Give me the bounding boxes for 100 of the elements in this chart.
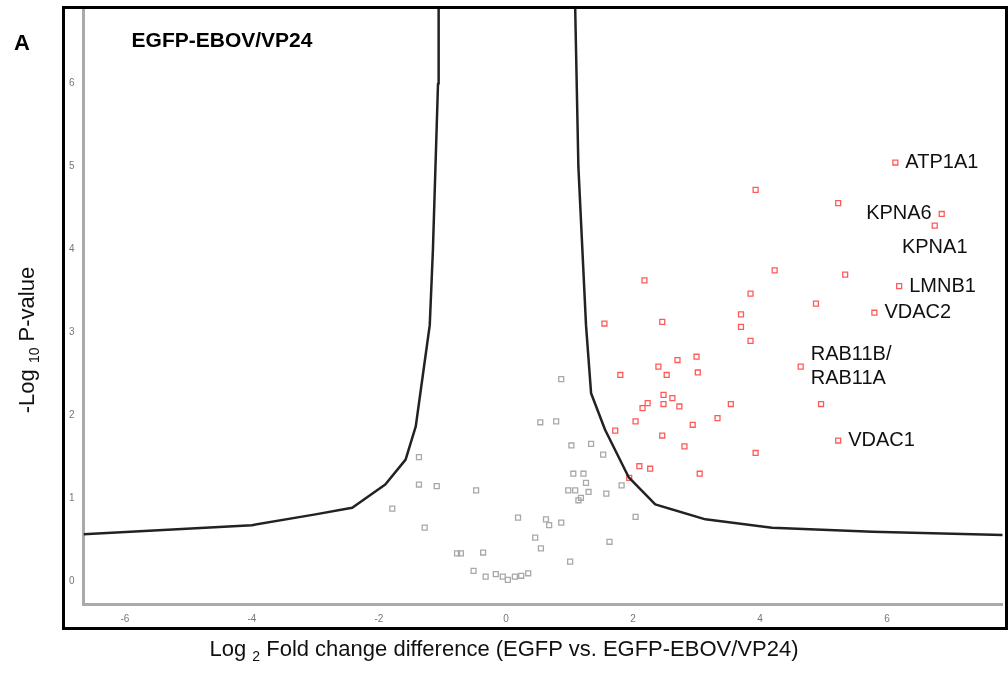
point [659,432,666,439]
annotation: KPNA6 [866,201,932,224]
x-axis-title: Log $_{2}$ Fold change difference (EGFP vs. EGFP-EBOV/VP24) [208,636,800,665]
y-tick-label: 4 [69,243,75,255]
point [737,311,745,318]
point [644,400,651,407]
point [752,449,759,457]
point [660,400,667,408]
point [632,418,639,425]
point [663,371,670,379]
point [572,487,579,494]
point [676,403,683,410]
point [532,534,539,541]
point [681,443,688,450]
point [415,453,423,461]
point [568,442,575,449]
point [747,337,754,345]
point [660,391,667,398]
point [938,210,945,218]
x-tick-label: 0 [503,612,510,624]
point [433,483,440,490]
point [812,300,820,307]
point [606,538,613,545]
point [389,505,396,512]
annotation: KPNA1 [901,235,968,258]
point [694,369,701,376]
point [603,490,610,497]
point [835,200,842,207]
point [479,549,487,556]
annotation: RAB11B/ RAB11A [810,342,892,389]
point [601,320,608,327]
point [575,497,582,504]
point [752,186,759,194]
text: EGFP-EBOV/VP24 [131,28,313,52]
annotation: ATP1A1 [905,150,979,173]
x-tick-label: -6 [120,612,130,624]
point [639,405,646,412]
point [553,418,560,425]
point [537,545,545,552]
point [727,400,734,408]
annotation: LMNB1 [909,273,976,296]
point [647,465,654,472]
point [518,572,525,579]
point [612,427,619,434]
point [472,487,480,494]
point [892,159,899,166]
text: A [14,30,30,56]
point [542,516,550,523]
x-tick-label: 2 [630,612,637,624]
point [525,570,532,577]
x-tick-label: 6 [884,612,891,624]
y-tick-label: 5 [69,160,75,172]
y-tick-label: 1 [69,492,75,504]
point [492,571,499,578]
point [537,419,544,426]
point [514,514,522,521]
point [582,479,590,486]
point [931,222,938,229]
point [511,573,518,580]
x-tick-label: -4 [247,612,257,624]
point [693,353,700,360]
point [632,513,639,520]
point [636,463,643,470]
point [415,481,423,488]
annotation: VDAC2 [884,300,952,323]
x-tick-label: -2 [374,612,384,624]
point [737,323,745,330]
point [747,290,754,297]
y-tick-label: 0 [69,575,75,587]
point [835,437,842,444]
y-tick-label: 3 [69,326,75,338]
point [797,363,804,370]
point [558,375,565,383]
point [842,271,849,278]
point [659,318,666,325]
point [585,488,592,496]
point [470,567,477,574]
point [570,470,577,477]
point [546,522,553,529]
point [896,283,903,290]
point [617,371,624,379]
point [587,440,595,447]
point [453,550,461,557]
point [457,550,464,557]
y-tick-label: 2 [69,409,75,421]
annotation: VDAC1 [848,428,915,451]
point [600,451,607,458]
point [714,414,721,422]
point [817,400,825,408]
point [499,573,506,580]
point [626,474,633,481]
point [696,470,703,477]
point [871,309,878,316]
point [674,356,681,364]
point [618,482,625,489]
point [567,558,574,565]
point [641,277,648,284]
point [565,487,572,494]
point [504,576,511,584]
x-tick-label: 4 [757,612,764,624]
